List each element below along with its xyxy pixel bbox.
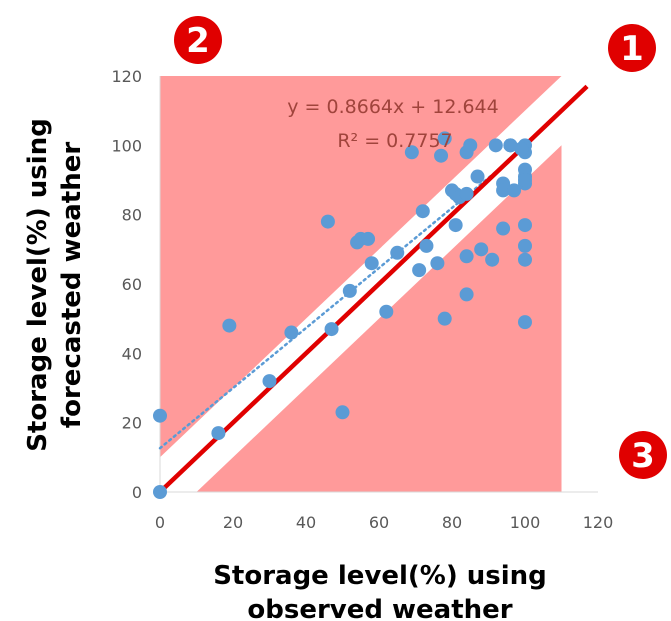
data-point: [412, 263, 426, 277]
x-tick-label: 100: [510, 513, 541, 532]
data-point: [419, 239, 433, 253]
x-tick-label: 0: [155, 513, 165, 532]
x-tick-label: 40: [296, 513, 316, 532]
data-point: [365, 256, 379, 270]
y-tick-label: 120: [111, 67, 142, 86]
data-point: [222, 319, 236, 333]
x-tick-labels: 0 20 40 60 80 100 120: [155, 513, 613, 532]
badge-1-number: 1: [620, 29, 644, 69]
x-axis-title: Storage level(%) using observed weather: [213, 561, 547, 621]
data-point: [390, 246, 404, 260]
x-axis-title-line-1: Storage level(%) using: [213, 561, 547, 591]
x-tick-label: 20: [223, 513, 243, 532]
data-point: [449, 218, 463, 232]
data-point: [460, 287, 474, 301]
data-point: [343, 284, 357, 298]
data-point: [430, 256, 444, 270]
y-tick-labels: 0 20 40 60 80 100 120: [111, 67, 142, 502]
trend-equation: y = 0.8664x + 12.644: [287, 96, 498, 118]
y-tick-label: 60: [122, 275, 142, 294]
data-point: [518, 239, 532, 253]
data-point: [361, 232, 375, 246]
data-point: [321, 215, 335, 229]
y-tick-label: 40: [122, 344, 142, 363]
y-axis-title: Storage level(%) using forecasted weathe…: [23, 118, 87, 452]
data-point: [518, 218, 532, 232]
badge-3-number: 3: [631, 436, 655, 476]
data-point: [503, 138, 517, 152]
data-point: [263, 374, 277, 388]
x-tick-label: 80: [442, 513, 462, 532]
data-point: [416, 204, 430, 218]
y-tick-label: 0: [132, 483, 142, 502]
badge-3: 3: [619, 431, 667, 479]
y-axis-title-line-2: forecasted weather: [57, 142, 87, 429]
data-point: [474, 242, 488, 256]
data-point: [153, 485, 167, 499]
data-point: [518, 253, 532, 267]
data-point: [518, 315, 532, 329]
data-point: [460, 249, 474, 263]
badge-1: 1: [608, 24, 656, 72]
r-squared-label: R² = 0.7757: [337, 130, 452, 152]
x-axis-title-line-2: observed weather: [247, 595, 512, 621]
y-tick-label: 80: [122, 206, 142, 225]
badge-2: 2: [174, 16, 222, 64]
data-point: [489, 138, 503, 152]
x-tick-label: 120: [583, 513, 614, 532]
data-point: [325, 322, 339, 336]
data-point: [460, 187, 474, 201]
badge-2-number: 2: [186, 21, 210, 61]
data-point: [336, 405, 350, 419]
y-axis-title-line-1: Storage level(%) using: [23, 118, 53, 452]
data-point: [518, 173, 532, 187]
x-tick-label: 60: [369, 513, 389, 532]
data-point: [438, 312, 452, 326]
data-point: [379, 305, 393, 319]
data-point: [211, 426, 225, 440]
y-tick-label: 20: [122, 414, 142, 433]
data-point: [153, 409, 167, 423]
data-point: [485, 253, 499, 267]
y-tick-label: 100: [111, 136, 142, 155]
data-point: [471, 170, 485, 184]
data-point: [284, 326, 298, 340]
data-point: [463, 138, 477, 152]
data-point: [496, 222, 510, 236]
